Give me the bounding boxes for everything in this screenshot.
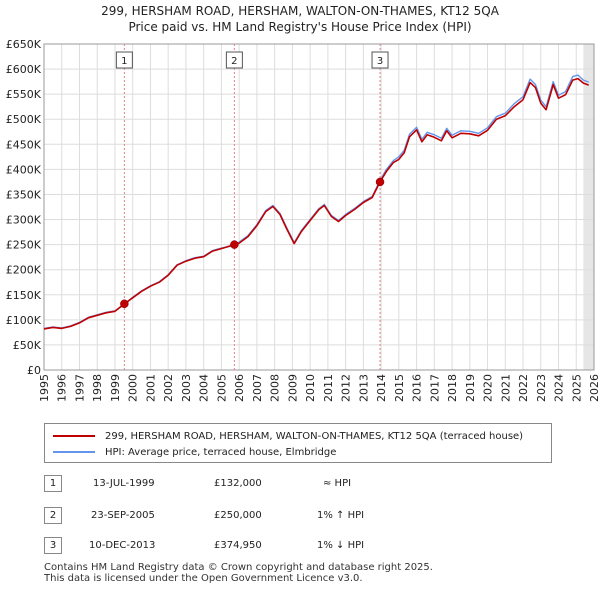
legend-hpi: HPI: Average price, terraced house, Elmb… — [53, 445, 336, 459]
x-tick-label: 2000 — [127, 374, 140, 402]
y-tick-label: £550K — [6, 88, 42, 101]
sale-price: £132,000 — [214, 478, 262, 489]
x-tick-label: 2012 — [340, 374, 353, 402]
chart-legend: 299, HERSHAM ROAD, HERSHAM, WALTON-ON-TH… — [44, 423, 552, 463]
sale-hpi-comparison: 1% ↑ HPI — [317, 510, 365, 521]
future-band — [583, 44, 594, 370]
legend-property-label: 299, HERSHAM ROAD, HERSHAM, WALTON-ON-TH… — [105, 430, 524, 442]
y-tick-label: £500K — [6, 113, 42, 126]
x-tick-label: 2006 — [233, 374, 246, 402]
x-tick-label: 2015 — [393, 374, 406, 402]
sale-marker-box — [371, 51, 389, 69]
x-tick-label: 2014 — [375, 374, 388, 402]
x-tick-label: 2024 — [553, 374, 566, 402]
chart-title-line2: Price paid vs. HM Land Registry's House … — [128, 20, 472, 34]
x-tick-label: 2005 — [215, 374, 228, 402]
sale-point — [120, 299, 129, 309]
y-tick-label: £450K — [6, 138, 42, 151]
x-tick-label: 2016 — [411, 374, 424, 402]
x-tick-label: 2017 — [428, 374, 441, 402]
sale-row: 1 13-JUL-1999 £132,000 ≈ HPI — [0, 475, 600, 493]
sale-point — [375, 177, 385, 187]
x-tick-label: 2007 — [251, 374, 264, 402]
sale-date: 13-JUL-1999 — [93, 478, 155, 489]
x-tick-label: 2023 — [535, 374, 548, 402]
sale-marker-label: 1 — [121, 56, 127, 67]
sale-hpi-comparison: ≈ HPI — [323, 478, 352, 489]
y-tick-label: £0 — [27, 364, 41, 377]
x-tick-label: 2018 — [446, 374, 459, 402]
plot-frame — [43, 43, 595, 371]
sale-number: 2 — [44, 507, 62, 524]
sale-marker-label: 2 — [231, 56, 237, 67]
x-tick-label: 1999 — [109, 374, 122, 402]
y-tick-label: £250K — [6, 239, 42, 252]
sale-price: £250,000 — [214, 510, 262, 521]
y-tick-label: £350K — [6, 188, 42, 201]
x-tick-label: 2004 — [198, 374, 211, 402]
y-tick-label: £150K — [6, 289, 42, 302]
x-tick-label: 2013 — [357, 374, 370, 402]
x-tick-label: 2011 — [322, 374, 335, 402]
x-tick-label: 1997 — [73, 374, 86, 402]
y-tick-label: £50K — [13, 339, 42, 352]
legend-hpi-label: HPI: Average price, terraced house, Elmb… — [105, 446, 337, 458]
sale-marker-box — [225, 51, 243, 69]
legend-hpi-swatch — [53, 451, 95, 453]
sale-number: 3 — [44, 537, 62, 554]
y-tick-label: £100K — [6, 314, 42, 327]
x-tick-label: 1995 — [38, 374, 51, 402]
sale-date: 10-DEC-2013 — [89, 540, 156, 551]
x-tick-label: 1996 — [56, 374, 69, 402]
footer-licence: This data is licensed under the Open Gov… — [44, 573, 363, 584]
x-tick-label: 2019 — [464, 374, 477, 402]
sale-marker-label: 3 — [377, 56, 383, 67]
x-tick-label: 2025 — [570, 374, 583, 402]
sale-hpi-comparison: 1% ↓ HPI — [317, 540, 365, 551]
x-tick-label: 2026 — [588, 374, 600, 402]
sale-price: £374,950 — [214, 540, 262, 551]
x-tick-label: 2021 — [499, 374, 512, 402]
sale-row: 3 10-DEC-2013 £374,950 1% ↓ HPI — [0, 537, 600, 555]
x-tick-label: 2010 — [304, 374, 317, 402]
sale-number: 1 — [44, 475, 62, 492]
legend-property: 299, HERSHAM ROAD, HERSHAM, WALTON-ON-TH… — [53, 429, 523, 443]
x-tick-label: 2003 — [180, 374, 193, 402]
x-tick-label: 1998 — [91, 374, 104, 402]
x-tick-label: 2002 — [162, 374, 175, 402]
price-chart: 1 2 3 £0 £50K £100K £150K £200K £250K £300K £350K… — [6, 38, 600, 402]
y-tick-label: £300K — [6, 214, 42, 227]
x-tick-label: 2020 — [482, 374, 495, 402]
sale-point — [230, 240, 239, 249]
x-tick-label: 2022 — [517, 374, 530, 402]
sale-date: 23-SEP-2005 — [91, 510, 155, 521]
y-tick-label: £400K — [6, 163, 42, 176]
sale-marker-box — [115, 51, 133, 69]
footer-copyright: Contains HM Land Registry data © Crown c… — [44, 562, 433, 573]
y-tick-label: £600K — [6, 63, 42, 76]
property-series-line — [43, 77, 589, 330]
chart-title-line1: 299, HERSHAM ROAD, HERSHAM, WALTON-ON-TH… — [101, 4, 499, 18]
y-tick-label: £650K — [6, 38, 42, 51]
legend-property-swatch — [53, 435, 95, 437]
sale-row: 2 23-SEP-2005 £250,000 1% ↑ HPI — [0, 507, 600, 525]
y-tick-label: £200K — [6, 264, 42, 277]
x-tick-label: 2009 — [286, 374, 299, 402]
x-tick-label: 2008 — [269, 374, 282, 402]
x-tick-label: 2001 — [144, 374, 157, 402]
